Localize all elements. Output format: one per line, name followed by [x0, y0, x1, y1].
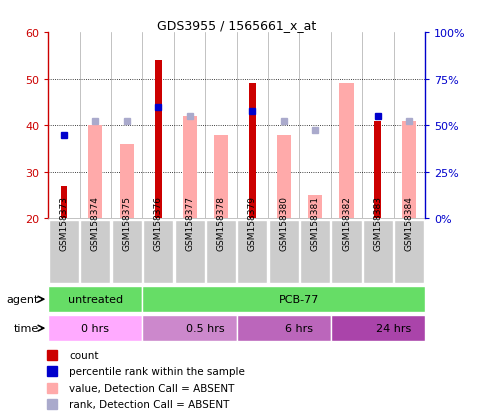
Text: GSM158373: GSM158373 [59, 196, 69, 251]
Title: GDS3955 / 1565661_x_at: GDS3955 / 1565661_x_at [157, 19, 316, 32]
FancyBboxPatch shape [48, 287, 142, 312]
Text: GSM158382: GSM158382 [342, 196, 351, 251]
Text: percentile rank within the sample: percentile rank within the sample [69, 366, 245, 376]
Text: GSM158377: GSM158377 [185, 196, 194, 251]
Bar [249, 84, 256, 219]
Bar [155, 61, 162, 219]
FancyBboxPatch shape [237, 316, 331, 341]
FancyBboxPatch shape [143, 220, 173, 284]
Bar [374, 121, 382, 219]
Bar [60, 186, 68, 219]
Text: 0 hrs: 0 hrs [82, 323, 109, 333]
Text: GSM158378: GSM158378 [216, 196, 226, 251]
Text: GSM158380: GSM158380 [279, 196, 288, 251]
FancyBboxPatch shape [142, 316, 237, 341]
FancyBboxPatch shape [142, 287, 425, 312]
Text: GSM158383: GSM158383 [373, 196, 383, 251]
FancyBboxPatch shape [300, 220, 330, 284]
FancyBboxPatch shape [363, 220, 393, 284]
Bar [88, 126, 102, 219]
Text: time: time [14, 323, 39, 333]
Text: agent: agent [6, 294, 39, 304]
FancyBboxPatch shape [394, 220, 425, 284]
Bar [308, 196, 322, 219]
Text: count: count [69, 350, 99, 360]
Text: GSM158381: GSM158381 [311, 196, 320, 251]
Bar [340, 84, 354, 219]
Bar [402, 121, 416, 219]
Text: 6 hrs: 6 hrs [285, 323, 313, 333]
Bar [183, 116, 197, 219]
Text: value, Detection Call = ABSENT: value, Detection Call = ABSENT [69, 383, 234, 393]
Text: GSM158375: GSM158375 [122, 196, 131, 251]
Text: GSM158379: GSM158379 [248, 196, 257, 251]
FancyBboxPatch shape [48, 316, 142, 341]
Text: rank, Detection Call = ABSENT: rank, Detection Call = ABSENT [69, 399, 229, 409]
Text: GSM158374: GSM158374 [91, 196, 100, 251]
FancyBboxPatch shape [174, 220, 205, 284]
Text: 0.5 hrs: 0.5 hrs [186, 323, 225, 333]
Text: untreated: untreated [68, 294, 123, 304]
Bar [277, 135, 291, 219]
FancyBboxPatch shape [49, 220, 79, 284]
Text: PCB-77: PCB-77 [279, 294, 320, 304]
Text: GSM158384: GSM158384 [405, 196, 414, 251]
Bar [120, 145, 134, 219]
FancyBboxPatch shape [331, 220, 362, 284]
FancyBboxPatch shape [112, 220, 142, 284]
FancyBboxPatch shape [331, 316, 425, 341]
Text: 24 hrs: 24 hrs [376, 323, 411, 333]
Text: GSM158376: GSM158376 [154, 196, 163, 251]
FancyBboxPatch shape [237, 220, 268, 284]
Bar [214, 135, 228, 219]
FancyBboxPatch shape [80, 220, 111, 284]
FancyBboxPatch shape [206, 220, 236, 284]
FancyBboxPatch shape [269, 220, 299, 284]
